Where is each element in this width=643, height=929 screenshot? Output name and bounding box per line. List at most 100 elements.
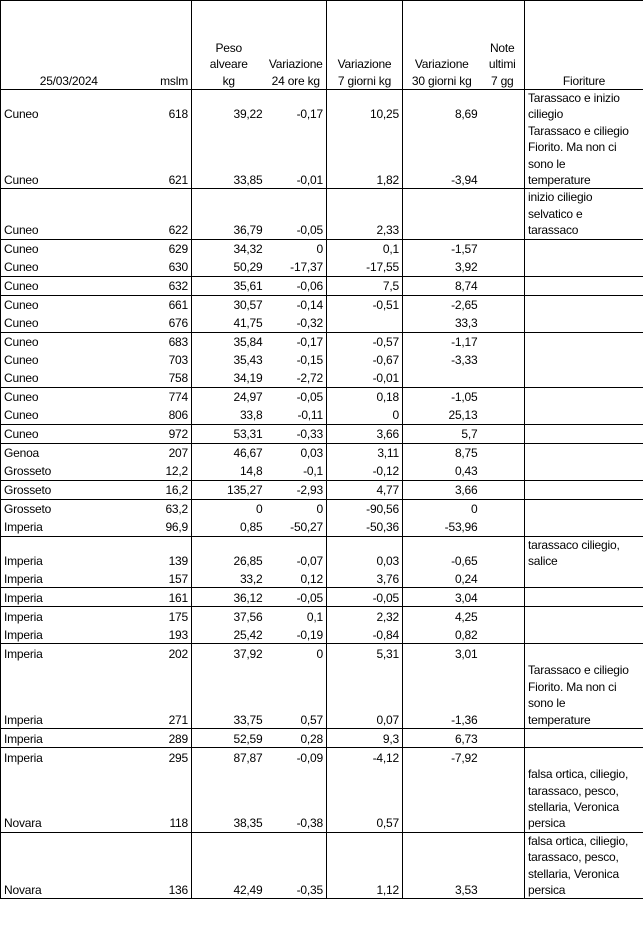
cell-mslm: 289	[136, 728, 192, 748]
cell-note	[480, 517, 525, 537]
cell-location: Imperia	[0, 662, 137, 729]
cell-mslm: 630	[136, 257, 192, 277]
cell-note	[480, 313, 525, 333]
cell-peso: 34,32	[191, 238, 266, 258]
cell-var30	[403, 766, 481, 832]
cell-peso: 36,79	[191, 188, 266, 240]
cell-var30: 8,74	[402, 275, 481, 296]
cell-var30: 0,82	[454, 628, 478, 643]
cell-var24: -0,19	[265, 625, 327, 644]
cell-peso: 0,85	[239, 520, 263, 535]
cell-var7: 0,03	[326, 535, 403, 570]
cell-note	[480, 479, 525, 500]
cell-location: Cuneo	[0, 257, 137, 277]
cell-note	[480, 423, 525, 444]
cell-peso: 41,75	[233, 316, 263, 331]
cell-note	[480, 728, 525, 748]
cell-var24: -0,01	[265, 122, 327, 189]
cell-note	[480, 498, 525, 518]
cell-var7: -0,84	[326, 625, 403, 644]
cell-var30: 4,25	[402, 606, 481, 626]
cell-var30: 3,04	[402, 587, 481, 607]
cell-peso: 0	[191, 498, 266, 518]
table-row: Grosseto 63,2 0 0 -90,56 0	[0, 498, 643, 518]
table-row: Cuneo 774 24,97 -0,05 0,18 -1,05	[0, 386, 643, 406]
cell-mslm: 661	[136, 294, 192, 314]
cell-peso: 25,42	[233, 628, 263, 643]
cell-var30: 6,73	[402, 728, 481, 748]
cell-location: Cuneo	[0, 405, 137, 425]
header-mslm: mslm	[136, 0, 192, 90]
cell-var24: 0,03	[265, 442, 327, 462]
cell-var7: 5,31	[326, 643, 403, 663]
cell-var24: -0,14	[265, 294, 327, 314]
cell-location: Cuneo	[0, 368, 137, 388]
hive-weight-table: 25/03/2024 mslm Peso alveare kg Variazio…	[0, 0, 643, 900]
cell-var24: -0,33	[265, 423, 327, 444]
table-row: Imperia 202 37,92 0 5,31 3,01	[0, 643, 643, 663]
table-row: Imperia 161 36,12 -0,05 -0,05 3,04	[0, 587, 643, 607]
cell-mslm: 118	[136, 766, 192, 833]
cell-note	[480, 294, 525, 314]
table-row: Imperia 157 33,2 0,12 3,76 0,24	[0, 569, 643, 588]
cell-mslm: 758	[136, 368, 192, 388]
cell-var24: -0,35	[265, 831, 327, 900]
table-row: Genoa 207 46,67 0,03 3,11 8,75	[0, 442, 643, 462]
cell-peso: 24,97	[191, 386, 266, 406]
cell-fioriture: Tarassaco e inizio ciliegio	[524, 88, 643, 123]
cell-fioriture	[524, 479, 643, 500]
cell-note	[480, 766, 525, 833]
cell-var7: -0,12	[326, 461, 403, 481]
cell-location: Novara	[0, 766, 137, 833]
cell-location: Novara	[0, 831, 137, 900]
cell-note	[480, 535, 525, 570]
cell-var24: -0,05	[265, 188, 327, 240]
table-row: Cuneo 676 41,75 -0,32 33,3	[0, 313, 643, 333]
cell-var24: -0,05	[265, 386, 327, 406]
cell-peso: 37,56	[191, 606, 266, 626]
header-var24: Variazione 24 ore kg	[265, 0, 327, 90]
cell-note	[480, 606, 525, 626]
cell-var30	[403, 369, 481, 388]
cell-location: Imperia	[0, 747, 137, 767]
cell-var7: 0,57	[326, 766, 403, 833]
cell-peso: 87,87	[191, 747, 266, 767]
cell-mslm: 16,2	[136, 479, 192, 500]
cell-var30: -7,92	[402, 747, 481, 767]
table-row: Cuneo 629 34,32 0 0,1 -1,57	[0, 238, 643, 258]
cell-var30: -53,96	[444, 520, 478, 535]
cell-var7: 1,12	[326, 831, 403, 900]
table-row: Grosseto 12,2 14,8 -0,1 -0,12 0,43	[0, 461, 643, 481]
table-row: Imperia 96,9 0,85 -50,27 -50,36 -53,96	[0, 517, 643, 537]
cell-mslm: 139	[136, 535, 192, 570]
cell-var30: 33,3	[454, 316, 478, 331]
table-row: Cuneo 806 33,8 -0,11 0 25,13	[0, 405, 643, 425]
cell-peso: 53,31	[191, 423, 266, 444]
cell-fioriture	[524, 461, 643, 481]
cell-var7: 0,07	[326, 662, 403, 729]
cell-peso: 39,22	[191, 88, 266, 123]
cell-mslm: 295	[136, 747, 192, 767]
cell-var24: 0	[265, 643, 327, 663]
cell-var7: 2,33	[326, 188, 403, 240]
cell-fioriture: falsa ortica, ciliegio, tarassaco, pesco…	[524, 766, 643, 833]
header-note: Note ultimi 7 gg	[480, 0, 525, 90]
cell-var7: -17,55	[326, 257, 403, 277]
cell-var7: -50,36	[326, 517, 403, 537]
cell-peso: 38,35	[233, 816, 263, 831]
cell-var30: 8,75	[402, 442, 481, 462]
cell-fioriture	[524, 331, 643, 351]
cell-location: Cuneo	[0, 423, 137, 444]
cell-fioriture	[524, 275, 643, 296]
cell-fioriture	[524, 294, 643, 314]
cell-var30: 0	[402, 498, 481, 518]
cell-var24: -0,09	[265, 747, 327, 767]
cell-var24: 0,1	[265, 606, 327, 626]
cell-peso: 33,85	[233, 173, 263, 188]
cell-peso: 52,59	[191, 728, 266, 748]
cell-mslm: 629	[136, 238, 192, 258]
cell-var30: -1,57	[402, 238, 481, 258]
cell-fioriture	[524, 606, 643, 626]
cell-peso: 50,29	[233, 260, 263, 275]
cell-var24: -0,32	[265, 313, 327, 333]
